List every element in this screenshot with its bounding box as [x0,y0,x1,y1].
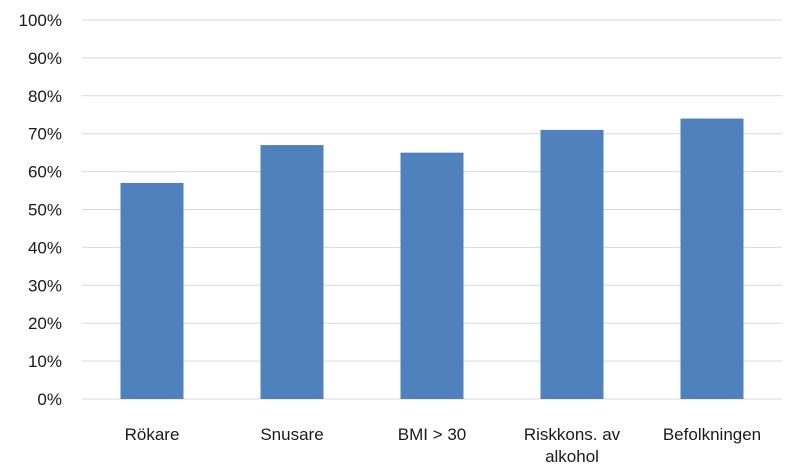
x-tick-label: Riskkons. av alkohol [524,425,621,466]
y-tick-label: 70% [28,125,62,144]
y-tick-label: 20% [28,314,62,333]
y-tick-label: 80% [28,87,62,106]
bar [540,129,604,399]
x-axis-tick-labels: Rökare Snusare BMI > 30 Riskkons. av alkohol… [125,425,762,466]
y-tick-label: 50% [28,201,62,220]
bars [120,118,744,399]
x-tick-label: Snusare [260,425,323,444]
bar [120,182,184,399]
y-tick-label: 100% [19,11,62,30]
bar [400,152,464,399]
x-tick-label: Befolkningen [663,425,761,444]
x-tick-label: BMI > 30 [398,425,467,444]
bar [260,145,324,399]
y-tick-label: 40% [28,238,62,257]
y-tick-label: 30% [28,276,62,295]
y-tick-label: 0% [37,390,62,409]
y-axis-tick-labels: 0% 10% 20% 30% 40% 50% 60% 70% 80% 90% 100% [19,11,62,409]
x-tick-label: Rökare [125,425,180,444]
bar [680,118,744,399]
y-tick-label: 10% [28,352,62,371]
y-tick-label: 60% [28,163,62,182]
y-tick-label: 90% [28,49,62,68]
